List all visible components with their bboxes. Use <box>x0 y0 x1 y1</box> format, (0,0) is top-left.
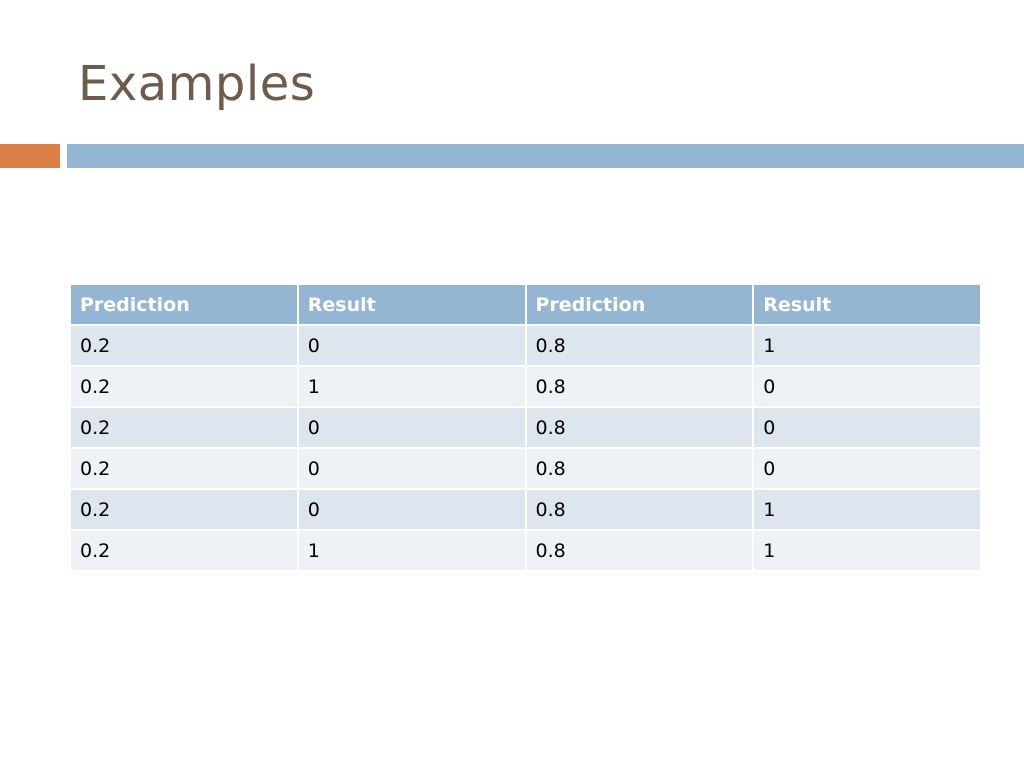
table-row: 0.2 0 0.8 1 <box>69 488 982 531</box>
table-cell: 1 <box>752 488 982 531</box>
header-prediction-1: Prediction <box>69 283 299 326</box>
table-cell: 1 <box>296 365 527 408</box>
table-row: 0.2 1 0.8 0 <box>69 365 982 408</box>
table-cell: 0 <box>296 324 527 367</box>
table-cell: 0.8 <box>524 406 755 449</box>
header-result-2: Result <box>752 283 982 326</box>
table-cell: 0.2 <box>69 447 299 490</box>
table-cell: 1 <box>752 324 982 367</box>
table-cell: 0.8 <box>524 365 755 408</box>
accent-bar-blue <box>67 144 1024 168</box>
table-cell: 1 <box>296 529 527 572</box>
table-row: 0.2 0 0.8 0 <box>69 406 982 449</box>
table-cell: 0.8 <box>524 529 755 572</box>
table-cell: 0 <box>752 365 982 408</box>
table-cell: 0 <box>296 488 527 531</box>
table-cell: 0.2 <box>69 365 299 408</box>
table-row: 0.2 0 0.8 1 <box>69 324 982 367</box>
slide-title: Examples <box>78 56 316 112</box>
table-cell: 0.8 <box>524 447 755 490</box>
table-cell: 0.2 <box>69 406 299 449</box>
table-cell: 0.2 <box>69 488 299 531</box>
accent-bar-orange <box>0 144 60 168</box>
table-cell: 0.8 <box>524 488 755 531</box>
data-table: Prediction Result Prediction Result 0.2 … <box>69 283 982 572</box>
table-cell: 0 <box>752 406 982 449</box>
header-result-1: Result <box>296 283 527 326</box>
table-cell: 0 <box>296 447 527 490</box>
table-cell: 0 <box>296 406 527 449</box>
table-cell: 0.2 <box>69 324 299 367</box>
data-table-container: Prediction Result Prediction Result 0.2 … <box>69 283 982 572</box>
header-prediction-2: Prediction <box>524 283 755 326</box>
table-cell: 0 <box>752 447 982 490</box>
table-cell: 0.8 <box>524 324 755 367</box>
table-row: 0.2 0 0.8 0 <box>69 447 982 490</box>
table-header-row: Prediction Result Prediction Result <box>69 283 982 326</box>
table-cell: 1 <box>752 529 982 572</box>
table-row: 0.2 1 0.8 1 <box>69 529 982 572</box>
table-cell: 0.2 <box>69 529 299 572</box>
